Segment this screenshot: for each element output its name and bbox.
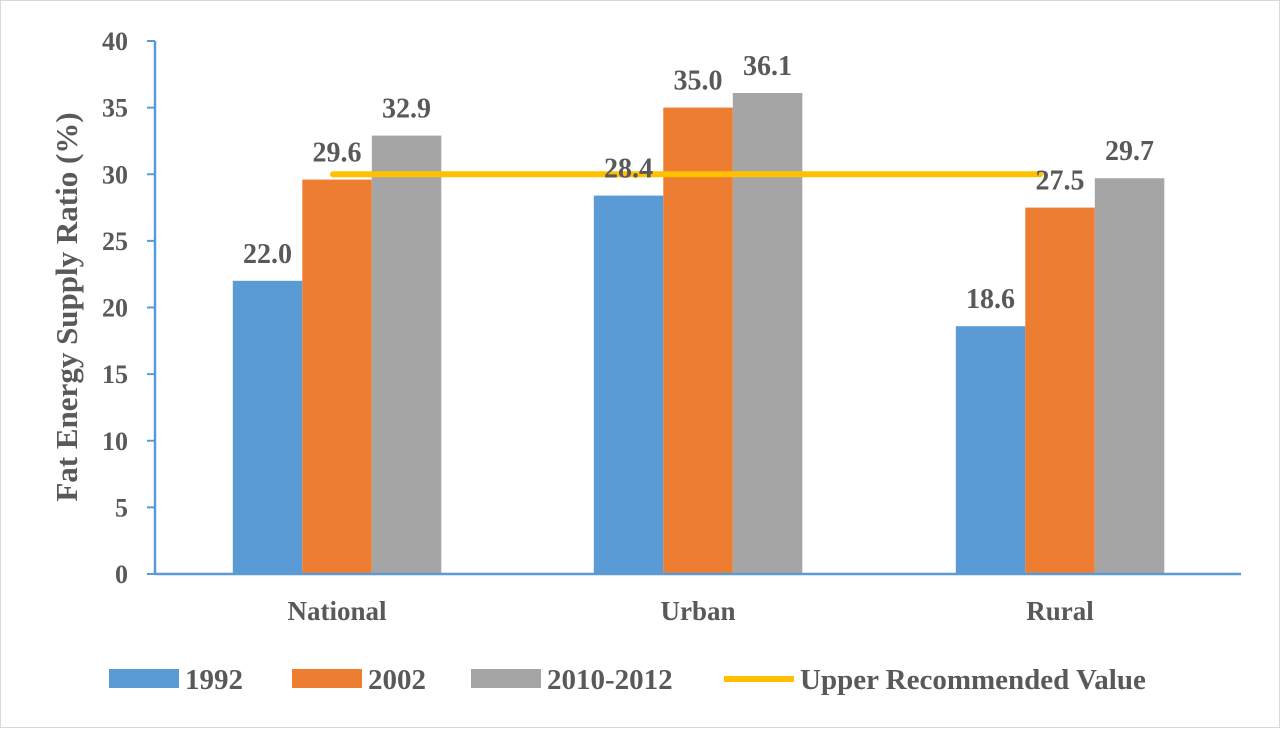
legend-swatch-2 xyxy=(471,669,541,688)
data-label-1992-National: 22.0 xyxy=(243,239,292,270)
y-tick-label-20: 20 xyxy=(102,294,128,323)
bar-2002-Urban xyxy=(663,107,733,574)
data-label-1992-Rural: 18.6 xyxy=(966,284,1015,315)
bar-2010-2012-National xyxy=(371,135,442,574)
legend-label-0: 1992 xyxy=(185,664,243,696)
y-axis-title: Fat Energy Supply Ratio (%) xyxy=(49,112,84,501)
x-category-label-national: National xyxy=(287,596,387,626)
legend-label-1: 2002 xyxy=(368,664,426,696)
bar-2010-2012-Rural xyxy=(1094,178,1165,574)
y-tick-label-25: 25 xyxy=(102,227,128,256)
x-category-label-rural: Rural xyxy=(1026,596,1094,626)
legend: 1992 2002 2010-2012 Upper Recommended Value xyxy=(109,664,1146,696)
legend-label-2: 2010-2012 xyxy=(547,664,673,696)
y-tick-label-5: 5 xyxy=(115,493,128,522)
y-tick-label-35: 35 xyxy=(102,94,128,123)
legend-swatch-0 xyxy=(109,669,179,688)
data-label-2010-2012-Urban: 36.1 xyxy=(743,51,792,82)
bar-2002-National xyxy=(302,179,372,574)
y-ticks-group: 0 5 10 15 20 25 30 35 40 xyxy=(102,27,155,589)
data-label-1992-Urban: 28.4 xyxy=(604,154,653,185)
bar-2010-2012-Urban xyxy=(732,93,803,574)
y-tick-label-40: 40 xyxy=(102,27,128,56)
bar-1992-National xyxy=(232,280,303,574)
data-label-2002-Urban: 35.0 xyxy=(674,66,723,97)
y-tick-label-15: 15 xyxy=(102,360,128,389)
data-label-2010-2012-Rural: 29.7 xyxy=(1105,136,1154,167)
data-label-2002-Rural: 27.5 xyxy=(1036,166,1085,197)
legend-swatch-1 xyxy=(292,669,362,688)
bar-1992-Urban xyxy=(593,195,664,574)
y-tick-label-30: 30 xyxy=(102,160,128,189)
bar-2002-Rural xyxy=(1025,207,1095,574)
bar-1992-Rural xyxy=(955,326,1026,574)
data-labels-group: 22.0 28.4 18.6 29.6 35.0 27.5 32.9 36.1 29.7 xyxy=(243,51,1154,315)
bars-group xyxy=(232,93,1165,574)
x-category-label-urban: Urban xyxy=(660,596,735,626)
data-label-2002-National: 29.6 xyxy=(313,138,362,169)
y-tick-label-10: 10 xyxy=(102,427,128,456)
data-label-2010-2012-National: 32.9 xyxy=(382,94,431,125)
y-tick-label-0: 0 xyxy=(115,560,128,589)
x-labels-group: National Urban Rural xyxy=(287,596,1094,626)
legend-label-3: Upper Recommended Value xyxy=(800,664,1146,696)
